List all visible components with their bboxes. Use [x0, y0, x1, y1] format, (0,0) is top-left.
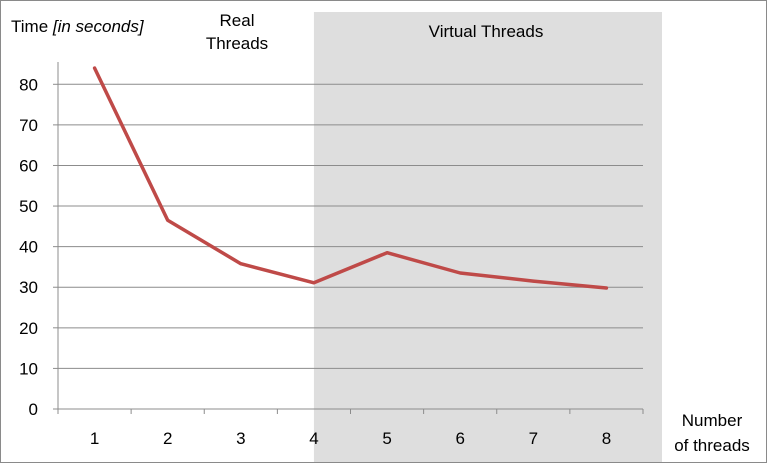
- x-tick-label: 2: [163, 429, 172, 448]
- data-point: [312, 281, 316, 285]
- data-point: [166, 218, 170, 222]
- y-tick-label: 40: [19, 238, 38, 257]
- data-point: [385, 251, 389, 255]
- y-axis-title: Time [in seconds]: [11, 17, 145, 36]
- y-tick-label: 70: [19, 116, 38, 135]
- data-point: [458, 271, 462, 275]
- y-tick-label: 0: [29, 400, 38, 419]
- x-tick-label: 3: [236, 429, 245, 448]
- x-tick-labels: 1 2 3 4 5 6 7 8: [90, 429, 611, 448]
- y-tick-label: 60: [19, 156, 38, 175]
- y-tick-label: 30: [19, 278, 38, 297]
- data-point: [239, 262, 243, 266]
- y-tick-label: 50: [19, 197, 38, 216]
- x-tick-label: 5: [382, 429, 391, 448]
- data-point: [93, 66, 97, 70]
- series-line-0: [92, 66, 609, 290]
- real-threads-label-line1: Real: [220, 11, 255, 30]
- x-tick-label: 8: [602, 429, 611, 448]
- virtual-threads-region: [313, 12, 662, 462]
- x-tick-label: 7: [529, 429, 538, 448]
- y-axis-title-unit: [in seconds]: [52, 17, 145, 36]
- real-threads-label-line2: Threads: [206, 34, 268, 53]
- y-tick-label: 80: [19, 75, 38, 94]
- data-point: [531, 279, 535, 283]
- y-axis-title-prefix: Time: [11, 17, 53, 36]
- y-tick-labels: 0 10 20 30 40 50 60 70 80: [19, 75, 38, 419]
- y-tick-label: 20: [19, 319, 38, 338]
- x-axis-title-line1: Number: [682, 411, 743, 430]
- x-tick-label: 4: [309, 429, 318, 448]
- y-tick-label: 10: [19, 359, 38, 378]
- x-tick-label: 1: [90, 429, 99, 448]
- axes: [53, 62, 644, 414]
- data-point: [604, 286, 608, 290]
- x-tick-label: 6: [455, 429, 464, 448]
- virtual-threads-label: Virtual Threads: [429, 22, 544, 41]
- gridlines: [58, 83, 643, 369]
- x-axis-title-line2: of threads: [674, 436, 750, 455]
- series-layer: [92, 66, 609, 290]
